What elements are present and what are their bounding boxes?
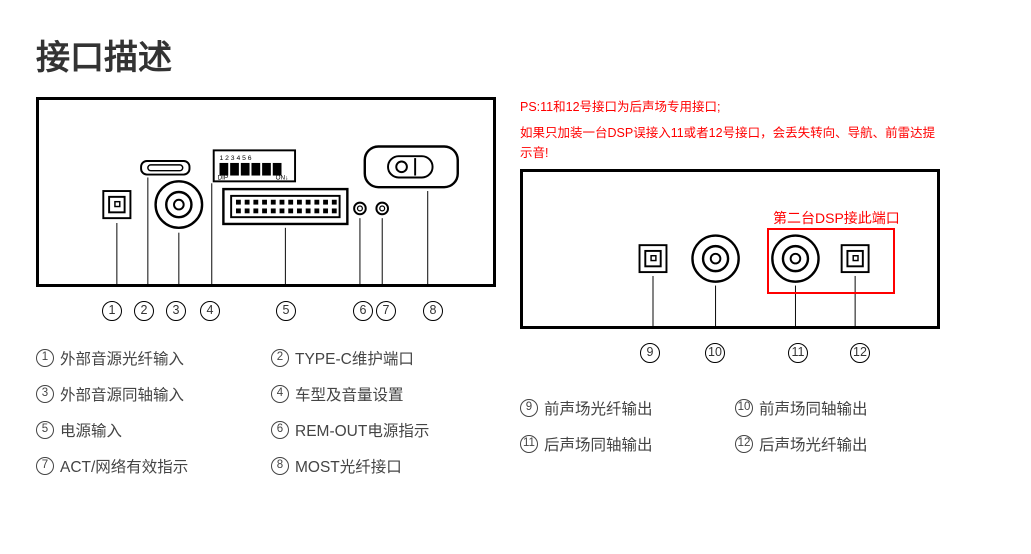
panel-left: 1 2 3 4 5 6 DIP ON↓ (36, 97, 496, 287)
legend-num-4: 4 (271, 385, 289, 403)
legend-num-7: 7 (36, 457, 54, 475)
legend-text-12: 后声场光纤输出 (759, 433, 868, 455)
port-6-led-inner (358, 206, 363, 211)
legend-item-2: 2 TYPE-C维护端口 (271, 347, 496, 369)
diagram-wrap: 1 2 3 4 5 6 DIP ON↓ (36, 97, 995, 477)
legend-item-7: 7 ACT/网络有效指示 (36, 455, 261, 477)
num-10: 10 (705, 343, 725, 363)
port-3-coax (156, 181, 202, 227)
svg-text:ON↓: ON↓ (276, 174, 289, 181)
port-5-multi (223, 189, 347, 224)
warning-block: PS:11和12号接口为后声场专用接口; 如果只加装一台DSP误接入11或者12… (520, 97, 940, 163)
legend-num-2: 2 (271, 349, 289, 367)
num-5: 5 (276, 301, 296, 321)
warning-line-1: PS:11和12号接口为后声场专用接口; (520, 97, 940, 117)
legend-text-1: 外部音源光纤输入 (60, 347, 184, 369)
page-title: 接口描述 (36, 30, 995, 79)
legend-text-4: 车型及音量设置 (295, 383, 404, 405)
legend-item-1: 1 外部音源光纤输入 (36, 347, 261, 369)
port-1-optical (103, 191, 130, 218)
red-highlight-box (767, 228, 895, 294)
port-7-led-inner (380, 206, 385, 211)
port-6-led (354, 203, 366, 215)
legend-text-3: 外部音源同轴输入 (60, 383, 184, 405)
legend-text-7: ACT/网络有效指示 (60, 455, 188, 477)
port-9-optical (640, 245, 667, 272)
legend-item-4: 4 车型及音量设置 (271, 383, 496, 405)
num-2: 2 (134, 301, 154, 321)
panel-right: 第二台DSP接此端口 (520, 169, 940, 329)
num-6: 6 (353, 301, 373, 321)
callout-second-dsp: 第二台DSP接此端口 (773, 208, 900, 228)
legend-item-5: 5 电源输入 (36, 419, 261, 441)
legend-text-8: MOST光纤接口 (295, 455, 402, 477)
legend-text-9: 前声场光纤输出 (544, 397, 653, 419)
legend-item-8: 8 MOST光纤接口 (271, 455, 496, 477)
legend-num-10: 10 (735, 399, 753, 417)
legend-num-6: 6 (271, 421, 289, 439)
legend-text-5: 电源输入 (60, 419, 122, 441)
svg-text:DIP: DIP (218, 174, 228, 181)
legend-text-10: 前声场同轴输出 (759, 397, 868, 419)
port-8-most (365, 146, 458, 187)
svg-text:1 2 3 4 5 6: 1 2 3 4 5 6 (220, 155, 252, 162)
num-4: 4 (200, 301, 220, 321)
legend-num-3: 3 (36, 385, 54, 403)
port-4-dip: 1 2 3 4 5 6 DIP ON↓ (214, 150, 295, 181)
legend-item-6: 6 REM-OUT电源指示 (271, 419, 496, 441)
legend-item-10: 10 前声场同轴输出 (735, 397, 940, 419)
warning-line-2: 如果只加装一台DSP误接入11或者12号接口，会丢失转向、导航、前雷达提示音! (520, 123, 940, 163)
num-11: 11 (788, 343, 808, 363)
num-12: 12 (850, 343, 870, 363)
legend-item-12: 12 后声场光纤输出 (735, 433, 940, 455)
panel-left-svg: 1 2 3 4 5 6 DIP ON↓ (39, 100, 493, 284)
port-10-coax (692, 236, 738, 282)
legend-text-6: REM-OUT电源指示 (295, 419, 429, 441)
num-3: 3 (166, 301, 186, 321)
legend-num-5: 5 (36, 421, 54, 439)
left-column: 1 2 3 4 5 6 DIP ON↓ (36, 97, 496, 477)
legend-item-3: 3 外部音源同轴输入 (36, 383, 261, 405)
port-2-typec (141, 161, 189, 175)
legend-num-9: 9 (520, 399, 538, 417)
legend-text-2: TYPE-C维护端口 (295, 347, 414, 369)
legend-item-9: 9 前声场光纤输出 (520, 397, 725, 419)
num-1: 1 (102, 301, 122, 321)
numbers-row-right: 9 10 11 12 (520, 343, 940, 373)
legend-item-11: 11 后声场同轴输出 (520, 433, 725, 455)
legend-num-12: 12 (735, 435, 753, 453)
port-7-led (376, 203, 388, 215)
num-7: 7 (376, 301, 396, 321)
legend-num-8: 8 (271, 457, 289, 475)
num-9: 9 (640, 343, 660, 363)
right-column: PS:11和12号接口为后声场专用接口; 如果只加装一台DSP误接入11或者12… (520, 97, 940, 477)
legend-num-11: 11 (520, 435, 538, 453)
legend-right: 9 前声场光纤输出 10 前声场同轴输出 11 后声场同轴输出 12 后声场光纤输出 (520, 397, 940, 455)
legend-text-11: 后声场同轴输出 (544, 433, 653, 455)
legend-num-1: 1 (36, 349, 54, 367)
num-8: 8 (423, 301, 443, 321)
numbers-row-left: 1 2 3 4 5 6 7 8 (36, 301, 496, 331)
legend-left: 1 外部音源光纤输入 2 TYPE-C维护端口 3 外部音源同轴输入 4 车型及音量设置 5 电源… (36, 347, 496, 477)
